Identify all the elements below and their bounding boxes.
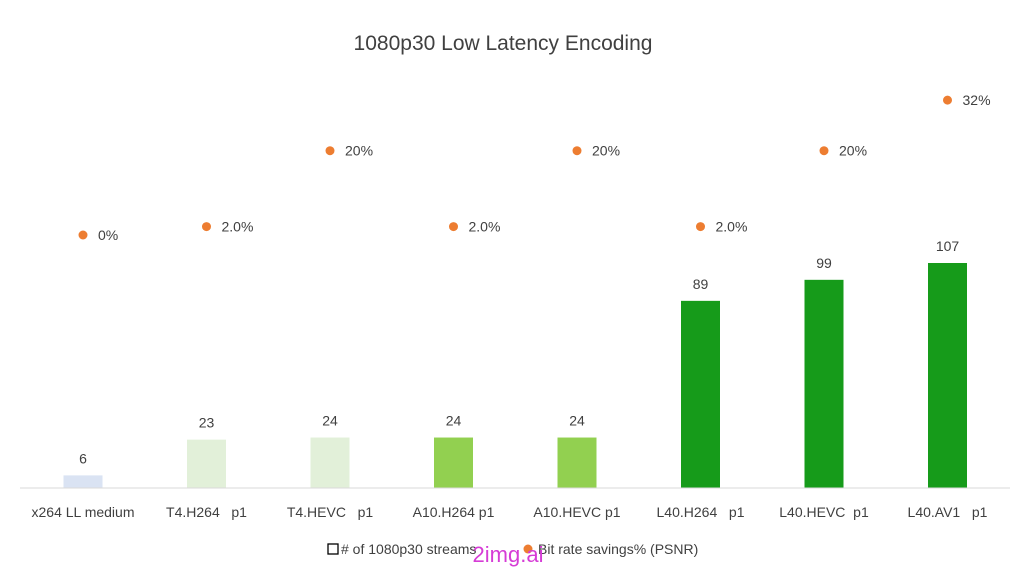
bar (557, 437, 597, 488)
savings-value-label: 2.0% (716, 219, 748, 235)
savings-value-label: 2.0% (469, 219, 501, 235)
bar (804, 279, 844, 488)
bar-value-label: 107 (936, 238, 960, 254)
savings-value-label: 2.0% (222, 219, 254, 235)
bar-value-label: 99 (816, 255, 832, 271)
category-label: L40.AV1 p1 (908, 504, 988, 520)
chart-title: 1080p30 Low Latency Encoding (354, 32, 653, 55)
bar (63, 475, 103, 488)
savings-value-label: 32% (963, 92, 991, 108)
legend-bar-label: # of 1080p30 streams (341, 541, 476, 557)
savings-value-label: 20% (345, 143, 373, 159)
category-label: L40.HEVC p1 (779, 504, 869, 520)
savings-point (325, 146, 335, 156)
savings-value-label: 20% (839, 143, 867, 159)
legend: # of 1080p30 streams Bit rate savings% (… (327, 541, 698, 557)
savings-point (943, 95, 952, 105)
savings-point (449, 222, 458, 232)
category-label: A10.HEVC p1 (533, 504, 620, 520)
savings-point (572, 146, 582, 156)
category-label: A10.H264 p1 (413, 504, 495, 520)
savings-point (819, 146, 829, 156)
savings-value-label: 0% (98, 227, 118, 243)
bar (310, 437, 350, 488)
legend-savings-swatch (523, 544, 533, 554)
bar-value-label: 89 (693, 276, 709, 292)
bar-value-label: 24 (569, 413, 585, 429)
bar-value-label: 24 (322, 413, 338, 429)
legend-savings-label: Bit rate savings% (PSNR) (538, 541, 698, 557)
bar (928, 263, 967, 488)
savings-point (78, 230, 88, 240)
savings-series: 0% 2.0% 20% 2.0% 20% 2.0% 20% 32% (78, 92, 991, 243)
bar (187, 439, 226, 488)
savings-point (202, 222, 211, 232)
bar-value-label: 6 (79, 450, 87, 466)
category-label: T4.HEVC p1 (287, 504, 374, 520)
bar-value-label: 23 (199, 415, 215, 431)
bar (681, 300, 720, 488)
bar-series: 6 23 24 24 24 89 99 107 (63, 238, 967, 488)
savings-value-label: 20% (592, 143, 620, 159)
bar (434, 437, 473, 488)
savings-point (696, 222, 705, 232)
legend-bar-swatch (327, 543, 339, 555)
category-label: L40.H264 p1 (657, 504, 745, 520)
watermark-text: 2img.ai (473, 542, 544, 567)
category-labels: x264 LL medium T4.H264 p1 T4.HEVC p1 A10.H2… (32, 504, 988, 520)
bar-value-label: 24 (446, 413, 462, 429)
category-label: T4.H264 p1 (166, 504, 247, 520)
category-label: x264 LL medium (32, 504, 135, 520)
